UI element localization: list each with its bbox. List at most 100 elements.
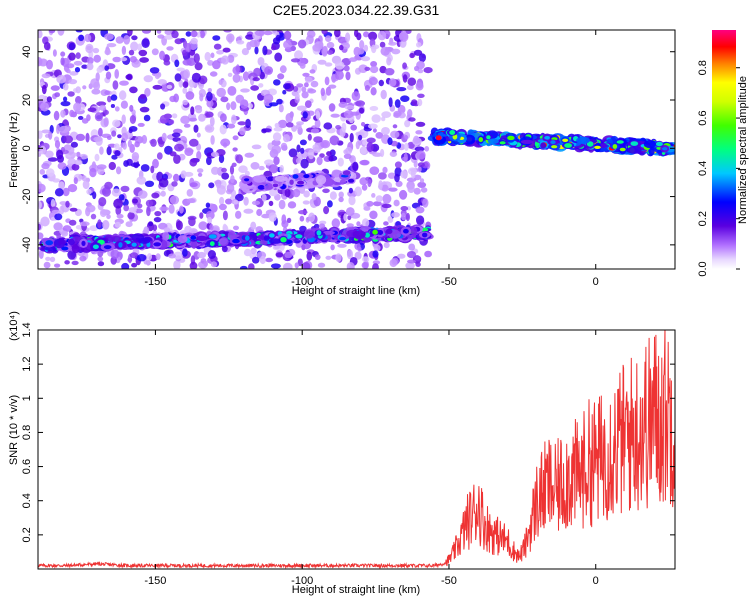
spectrogram-cell	[68, 79, 78, 85]
spectrogram-y-axis-title: Frequency (Hz)	[8, 112, 20, 188]
spectrogram-cell	[343, 213, 348, 222]
spectrogram-cell	[191, 72, 201, 83]
spectrogram-cell	[400, 95, 410, 102]
spectrogram-cell	[388, 78, 397, 87]
spectrogram-cell	[194, 62, 203, 71]
spectrogram-cell	[274, 122, 280, 128]
spectrogram-cell	[237, 121, 247, 126]
spectrogram-cell	[51, 209, 61, 214]
spectrogram-cell	[299, 62, 306, 69]
spectrogram-cell	[372, 128, 377, 133]
spectrogram-cell	[397, 253, 406, 259]
spectrogram-cell	[359, 159, 370, 166]
spectrogram-cell	[81, 175, 87, 182]
spectrogram-cell	[232, 73, 241, 83]
spectrogram-cell	[359, 40, 365, 50]
spectrogram-cell	[413, 135, 420, 144]
spectrogram-cell	[123, 204, 130, 212]
spectrogram-cell	[183, 123, 191, 128]
snr-y-axis: 0.2 0.4 0.6 0.8 1 1.2 1.4	[21, 322, 675, 543]
spectrogram-cell	[247, 103, 254, 109]
spectrogram-cell	[118, 242, 123, 248]
spectrogram-cell	[57, 30, 65, 36]
spectrogram-cell	[62, 83, 69, 91]
spectrogram-cell	[75, 30, 83, 33]
spectrogram-cell	[185, 91, 195, 100]
spectrogram-cell	[328, 84, 337, 89]
spectrogram-cell	[407, 184, 415, 193]
spectrogram-cell	[352, 230, 366, 239]
spectrogram-cell	[56, 149, 64, 160]
spectrogram-cell	[372, 229, 378, 235]
spectrogram-cell	[223, 30, 232, 33]
spectrogram-cell	[104, 110, 109, 115]
spectrogram-cell	[198, 113, 206, 122]
colorbar-tick-label: 0.8	[697, 60, 709, 75]
spectrogram-cell	[218, 203, 227, 211]
spectrogram-cell	[212, 35, 221, 41]
spectrogram-cell	[315, 175, 327, 185]
spectrogram-cell	[402, 74, 408, 83]
spectrogram-cell	[244, 152, 255, 158]
spectrogram-cell	[415, 206, 425, 214]
spectrogram-cell	[257, 57, 265, 66]
spectrogram-cell	[182, 87, 188, 94]
spectrogram-cell	[111, 188, 121, 197]
spectrogram-cell	[65, 68, 71, 74]
spectrogram-cell	[308, 212, 315, 223]
spectrogram-cell	[320, 140, 331, 149]
spectrogram-cell	[111, 130, 117, 137]
spectrogram-cell	[251, 144, 262, 150]
spectrogram-cell	[309, 69, 316, 74]
spectrogram-cell	[207, 216, 213, 224]
spectrogram-cell	[245, 235, 250, 241]
spectrogram-cell	[400, 206, 409, 211]
spectrogram-cell	[62, 187, 70, 197]
spectrogram-cell	[39, 169, 46, 175]
spectrogram-cell	[159, 50, 166, 60]
spectrogram-cell	[140, 164, 150, 172]
spectrogram-x-tick-label: -50	[441, 276, 457, 288]
spectrogram-cell	[318, 223, 326, 229]
spectrogram-cell	[354, 186, 363, 197]
spectrogram-cell	[125, 74, 133, 80]
spectrogram-cell	[63, 135, 73, 144]
spectrogram-cell	[368, 31, 378, 41]
spectrogram-cell	[383, 221, 389, 226]
spectrogram-cell	[150, 138, 157, 147]
spectrogram-cell	[313, 136, 323, 143]
spectrogram-cell	[272, 132, 282, 142]
spectrogram-cell	[259, 255, 266, 265]
spectrogram-cell	[118, 194, 125, 201]
spectrogram-cell	[222, 47, 231, 53]
spectrogram-cell	[283, 40, 292, 49]
spectrogram-cell	[95, 72, 100, 82]
spectrogram-cell	[150, 165, 155, 174]
spectrogram-cell	[393, 110, 402, 117]
spectrogram-cell	[338, 196, 344, 203]
snr-x-axis: -150 -100 -50 0	[144, 330, 599, 587]
spectrogram-cell	[403, 228, 409, 234]
spectrogram-cell	[127, 139, 132, 148]
spectrogram-cell	[287, 201, 297, 209]
spectrogram-cell	[190, 37, 198, 45]
spectrogram-cell	[173, 260, 181, 269]
spectrogram-cell	[222, 223, 228, 233]
snr-frame	[37, 329, 676, 570]
spectrogram-cell	[337, 157, 344, 167]
spectrogram-cell	[38, 232, 44, 240]
spectrogram-cell	[424, 146, 430, 152]
spectrogram-cell	[268, 102, 279, 107]
spectrogram-cell	[105, 71, 112, 80]
spectrogram-cell	[330, 244, 335, 251]
spectrogram-cell	[322, 230, 335, 235]
spectrogram-cell	[60, 101, 71, 107]
spectrogram-cell	[213, 43, 222, 50]
spectrogram-cell	[289, 179, 294, 185]
spectrogram-cell	[316, 230, 322, 236]
spectrogram-cell	[291, 125, 297, 132]
spectrogram-cell	[355, 140, 360, 150]
spectrogram-cell	[59, 125, 70, 133]
spectrogram-cell	[104, 90, 110, 96]
spectrogram-cell	[414, 146, 425, 152]
